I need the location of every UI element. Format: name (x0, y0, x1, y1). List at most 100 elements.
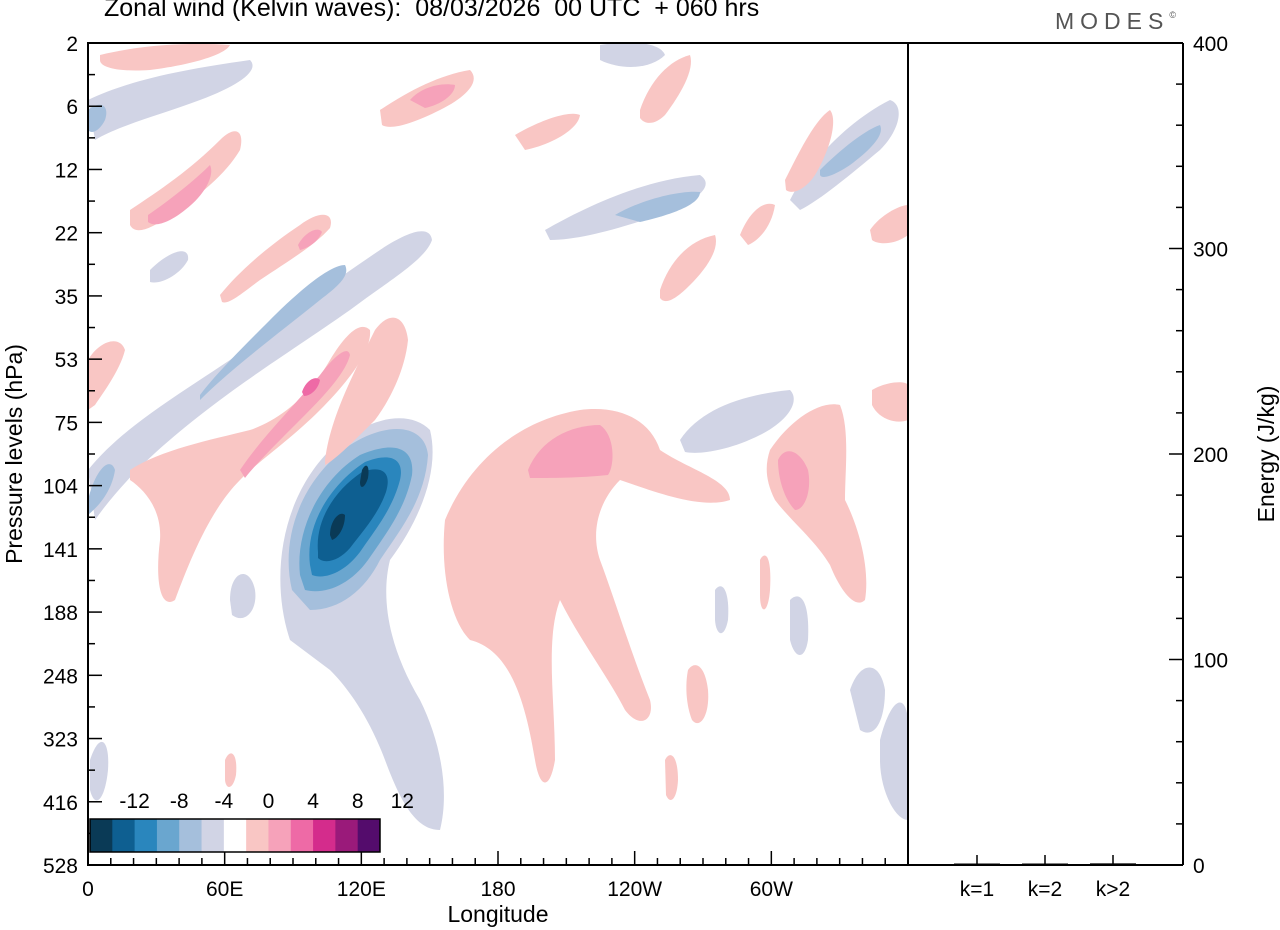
pos-band (640, 55, 691, 123)
neg-band (715, 586, 729, 634)
colorbar-swatch (112, 819, 136, 852)
colorbar-swatch (134, 819, 158, 852)
energy-tick-label: 0 (1193, 855, 1205, 878)
energy-tick-label: 200 (1193, 444, 1228, 467)
neg-core (360, 465, 369, 487)
brand-logo: MODES© (1055, 8, 1176, 35)
y-tick-label: 53 (55, 349, 78, 372)
colorbar-swatch (290, 819, 314, 852)
x-tick-label: 0 (82, 878, 94, 901)
pos-band (778, 451, 810, 510)
neg-core (330, 513, 345, 540)
colorbar-frame (89, 818, 381, 853)
energy-tick-label: 400 (1193, 33, 1228, 56)
neg-band (600, 43, 665, 67)
pos-core (302, 378, 320, 396)
pos-band (225, 753, 237, 787)
colorbar-label: 0 (263, 790, 275, 813)
energy-category-label: k=1 (960, 878, 994, 901)
energy-tick-label: 100 (1193, 650, 1228, 673)
neg-band (88, 231, 432, 521)
pos-band (515, 113, 580, 150)
neg-band (88, 60, 253, 140)
colorbar-swatch (246, 819, 269, 852)
neg-band (200, 265, 347, 400)
colorbar-swatch (179, 819, 203, 852)
x-tick-label: 60W (750, 878, 793, 901)
pos-band (665, 755, 678, 800)
neg-band (880, 702, 908, 820)
y-tick-label: 35 (55, 286, 78, 309)
y-tick-label: 323 (43, 729, 78, 752)
y-tick-label: 22 (55, 223, 78, 246)
y-tick-label: 2 (66, 33, 78, 56)
colorbar-swatch (90, 819, 113, 852)
pos-band (872, 382, 908, 422)
neg-band (850, 667, 885, 733)
wind-contours (88, 43, 908, 830)
chart-title: Zonal wind (Kelvin waves): 08/03/2026 00… (104, 0, 760, 22)
colorbar-label: 12 (391, 790, 414, 813)
x-tick-label: 120W (607, 878, 662, 901)
pos-band (148, 165, 212, 225)
colorbar-label: -12 (119, 790, 149, 813)
x-axis: 0 60E 120E 180 120W 60W (82, 851, 909, 901)
y-tick-label: 75 (55, 412, 78, 435)
neg-core (317, 469, 388, 562)
colorbar-swatch (223, 819, 247, 852)
colorbar-swatch (268, 819, 292, 852)
neg-band (88, 464, 115, 515)
energy-category-label: k=2 (1028, 878, 1062, 901)
y-tick-label: 528 (43, 855, 78, 878)
colorbar-label: 8 (352, 790, 364, 813)
y-tick-label: 6 (66, 96, 78, 119)
pos-band (240, 351, 350, 478)
energy-bars: k=1 k=2 k>2 (954, 855, 1136, 901)
y-tick-label: 141 (43, 539, 78, 562)
y-tick-label: 188 (43, 602, 78, 625)
x-tick-label: 180 (480, 878, 515, 901)
colorbar-swatch (335, 819, 359, 852)
pos-band (443, 409, 730, 783)
pos-band (760, 555, 771, 610)
brand-mark: © (1169, 10, 1176, 20)
heatmap-plot (88, 43, 908, 865)
y-tick-label: 12 (55, 159, 78, 182)
neg-band (790, 596, 809, 655)
colorbar-label: -4 (215, 790, 234, 813)
pos-band (686, 665, 709, 724)
neg-band (545, 175, 706, 240)
x-axis-title: Longitude (447, 901, 548, 927)
neg-band (150, 251, 189, 283)
y-axis: 2 6 12 22 35 53 75 104 141 188 248 323 416 528 (43, 33, 102, 878)
neg-band (615, 191, 700, 222)
colorbar-label: -8 (170, 790, 189, 813)
neg-band (820, 125, 881, 177)
energy-category-label: k>2 (1096, 878, 1130, 901)
neg-band (230, 573, 256, 619)
pos-band (100, 43, 230, 71)
pos-band (740, 203, 775, 245)
pos-band (220, 214, 331, 303)
pos-band (660, 235, 716, 302)
pos-band (325, 317, 408, 465)
colorbar-swatch (357, 819, 381, 852)
energy-axis: 0 100 200 300 400 (1169, 33, 1228, 878)
y-tick-label: 416 (43, 792, 78, 815)
colorbar-swatch (156, 819, 180, 852)
y-tick-label: 248 (43, 665, 78, 688)
pos-band (785, 110, 834, 192)
energy-axis-title: Energy (J/kg) (1253, 386, 1279, 523)
pos-band (528, 425, 613, 478)
neg-band (88, 104, 107, 132)
pos-band (410, 84, 455, 108)
colorbar-swatch (201, 819, 225, 852)
colorbar-label: 4 (307, 790, 319, 813)
neg-band (90, 741, 109, 801)
x-tick-label: 120E (337, 878, 386, 901)
x-tick-label: 60E (206, 878, 243, 901)
pos-band (870, 205, 908, 244)
y-tick-label: 104 (43, 476, 78, 499)
pos-band (298, 229, 322, 250)
